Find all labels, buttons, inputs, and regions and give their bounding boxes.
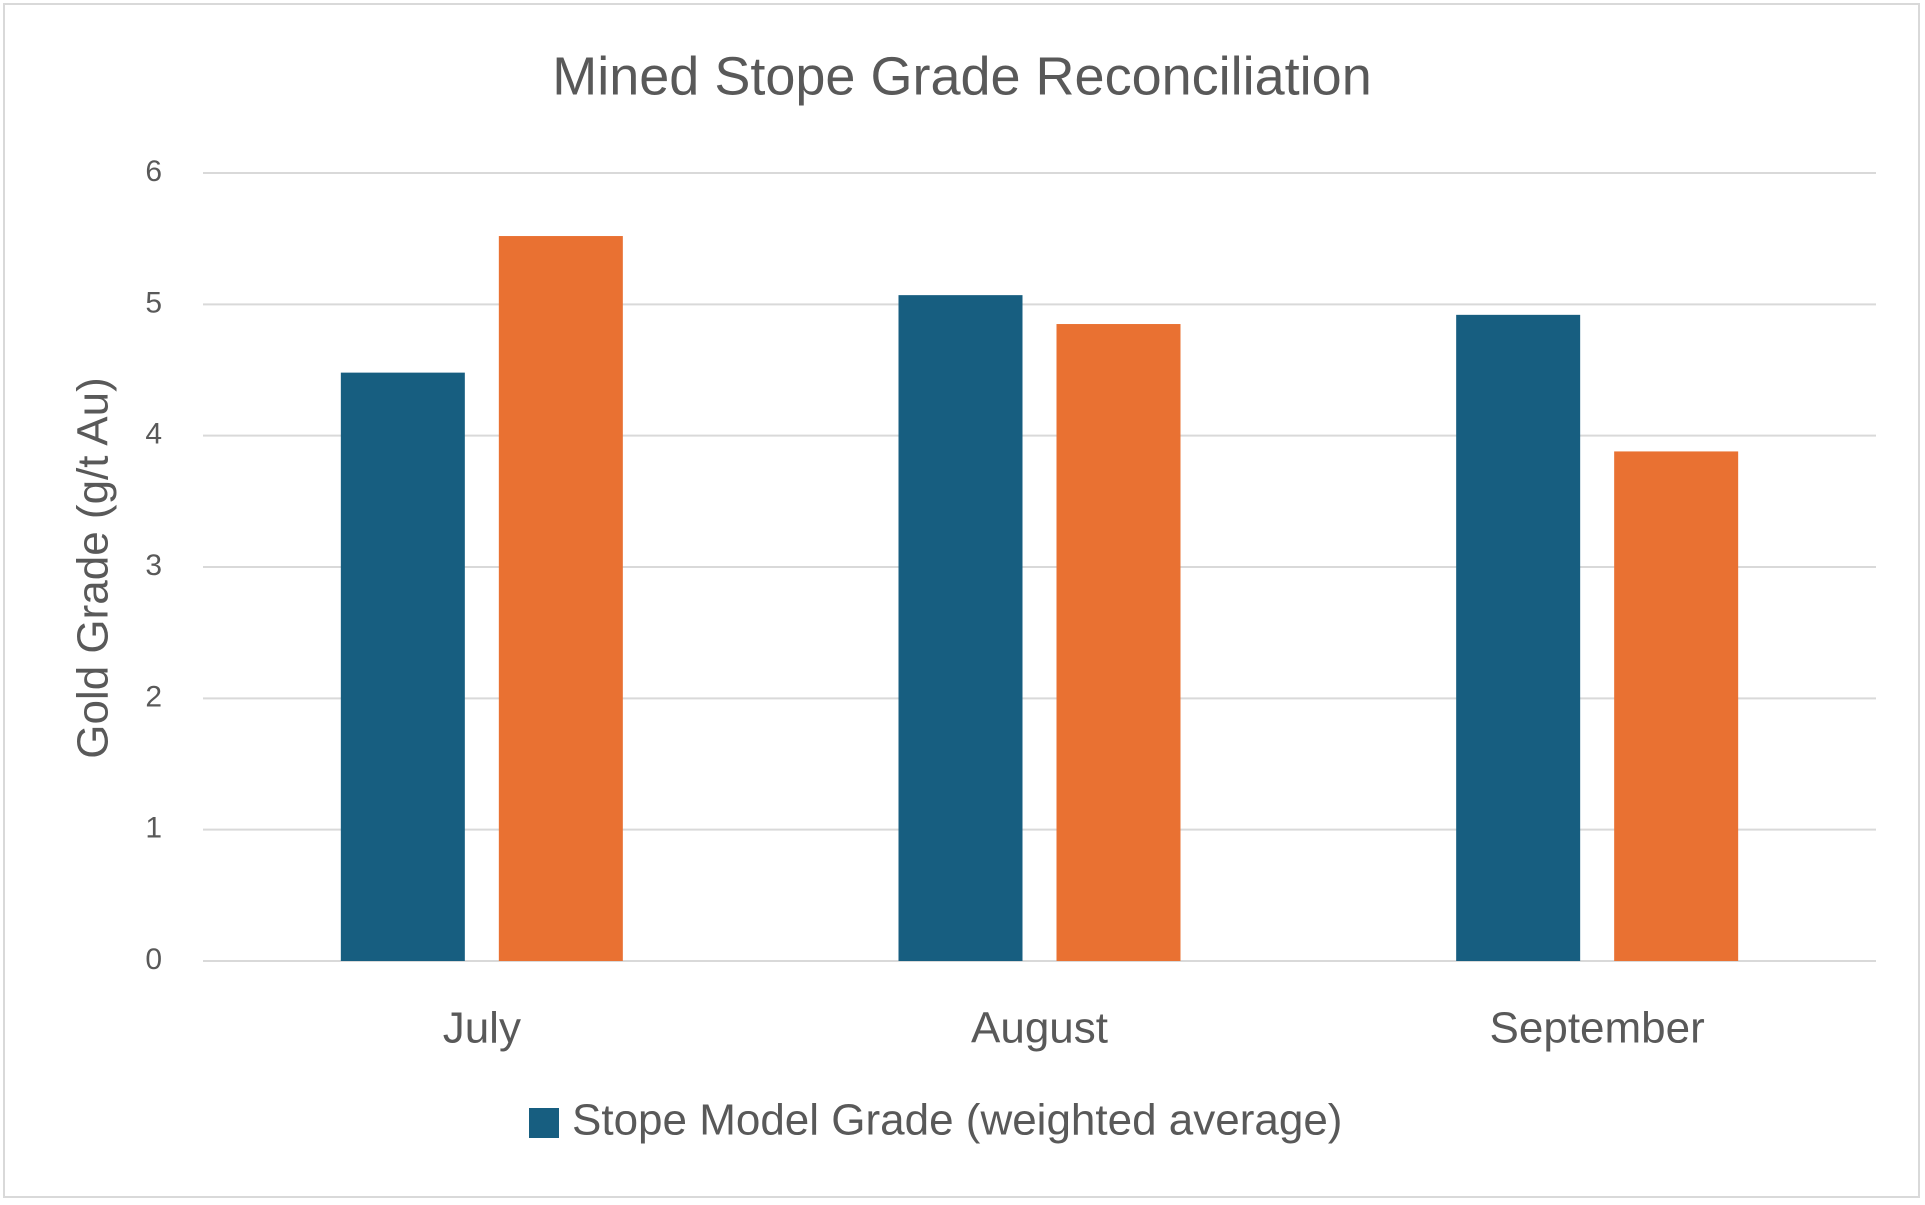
bar [1456,314,1581,962]
legend-swatch [529,1108,559,1138]
y-tick-label: 5 [145,286,162,319]
bar [1614,451,1739,961]
y-tick-label: 2 [145,680,162,713]
y-tick-label: 4 [145,418,162,451]
y-axis-label: Gold Grade (g/t Au) [69,377,118,759]
bar [498,236,623,962]
y-tick-label: 3 [145,549,162,582]
bar [898,295,1023,961]
x-tick-label: September [1490,1004,1705,1053]
x-tick-label: July [443,1004,521,1053]
y-tick-label: 6 [145,155,162,188]
x-tick-label: August [971,1004,1108,1053]
bar [1056,324,1181,961]
bar [340,372,465,961]
y-tick-label: 0 [145,943,162,976]
chart-title: Mined Stope Grade Reconciliation [552,46,1371,106]
legend-label: Stope Model Grade (weighted average) [572,1096,1342,1145]
y-tick-label: 1 [145,812,162,845]
